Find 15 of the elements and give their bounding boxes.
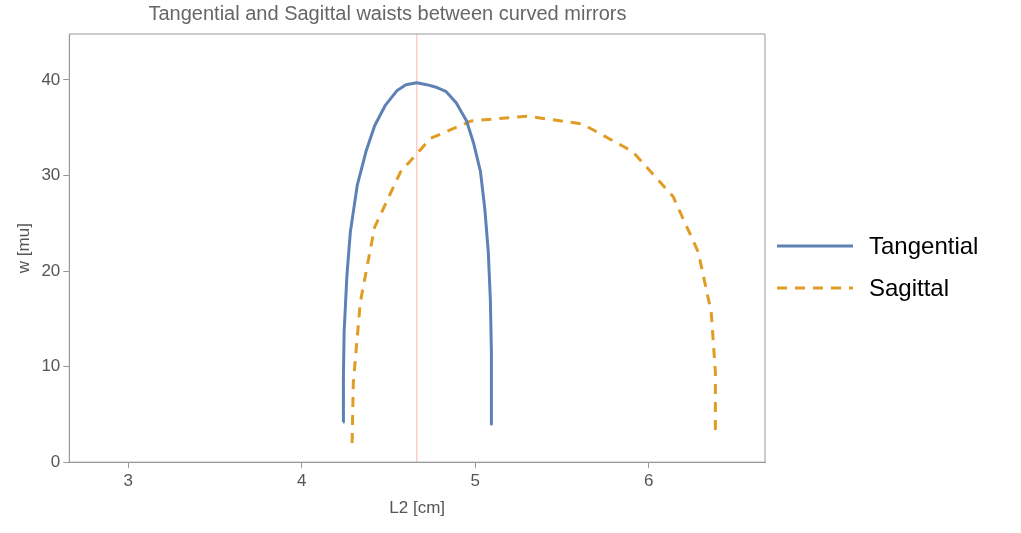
x-tick-label: 5 [470, 471, 481, 491]
y-axis-title: w [mu] [13, 223, 33, 275]
y-tick-label: 40 [41, 69, 61, 89]
y-tick-label: 0 [50, 451, 61, 471]
y-tick-label: 10 [41, 356, 61, 376]
chart-title: Tangential and Sagittal waists between curved mirrors [148, 1, 627, 24]
x-axis-title: L2 [cm] [389, 498, 446, 518]
legend-label: Sagittal [869, 273, 950, 302]
legend-label: Tangential [869, 231, 979, 260]
x-tick-label: 6 [644, 471, 654, 491]
x-tick-label: 3 [123, 471, 134, 491]
y-tick-label: 20 [41, 260, 61, 280]
x-tick-label: 4 [297, 471, 307, 491]
line-series [350, 114, 717, 445]
y-tick-label: 30 [41, 165, 61, 185]
